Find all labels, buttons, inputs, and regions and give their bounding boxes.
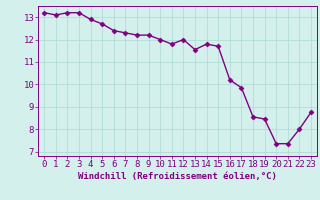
X-axis label: Windchill (Refroidissement éolien,°C): Windchill (Refroidissement éolien,°C) [78, 172, 277, 181]
